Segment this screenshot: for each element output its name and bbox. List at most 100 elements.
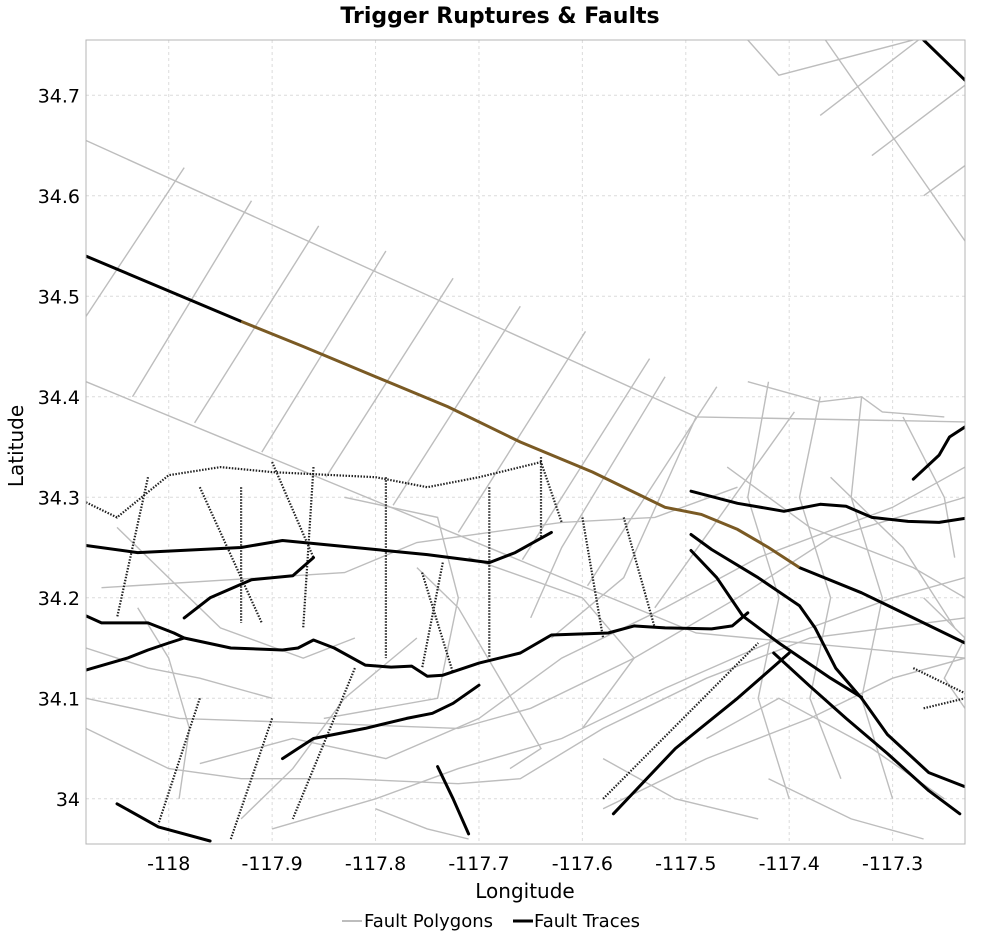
fault-traces-layer [86,40,965,843]
x-tick-label: -117.3 [862,853,923,875]
fault-polygons-layer [86,40,965,840]
fault-trace-line [281,683,481,761]
dotted-trace-line [622,517,656,629]
dotted-traces-layer [86,457,965,840]
y-tick-label: 34.4 [38,387,80,409]
fault-polygon-line [86,381,965,659]
fault-polygon-line [116,526,356,659]
fault-polygon-line [457,331,587,533]
fault-polygon-line [199,466,965,765]
fault-polygon-line [747,381,790,800]
fault-polygon-line [240,637,418,820]
trigger-rupture-layer [240,320,801,569]
dotted-trace-line [115,476,150,619]
fault-polygon-line [137,607,191,799]
x-tick-label: -117.9 [242,853,303,875]
x-tick-label: -117.7 [448,853,509,875]
fault-trace-line [436,765,471,836]
trigger-rupture-line [240,320,801,569]
legend: Fault Polygons Fault Traces [342,911,640,932]
fault-polygon-line [323,496,460,720]
fault-polygon-line [550,416,697,639]
fault-trace-line [86,636,186,672]
fault-polygon-line [824,40,965,242]
y-tick-label: 34.6 [38,186,80,208]
x-tick-label: -117.8 [345,853,406,875]
fault-polygon-line [416,567,542,770]
y-tick-label: 34 [56,789,80,811]
legend-label-fault-polygons: Fault Polygons [364,911,493,932]
y-tick-label: 34.1 [38,688,80,710]
plot-frame [85,39,966,845]
fault-polygon-line [850,396,894,800]
x-tick-label: -117.4 [759,853,820,875]
fault-polygon-line [871,84,965,157]
fault-polygon-line [923,597,965,709]
chart-title: Trigger Ruptures & Faults [340,4,659,29]
fault-polygon-line [726,466,965,599]
dotted-trace-line [302,467,315,628]
dotted-trace-line [421,572,455,674]
y-tick-label: 34.2 [38,588,80,610]
fault-polygon-line [194,225,320,424]
fault-polygon-line [819,40,919,116]
y-axis-ticks: 34 34.1 34.2 34.3 34.4 34.5 34.6 34.7 [38,85,80,811]
fault-polygon-line [86,647,273,699]
fault-polygon-line [747,381,945,418]
fault-polygon-line [131,200,253,398]
x-tick-label: -118 [147,853,190,875]
fault-trace-line [689,489,965,524]
fault-polygon-line [271,577,965,830]
dotted-trace-line [421,562,444,669]
fault-polygon-line [798,396,842,779]
fault-polygon-line [392,305,521,506]
fault-trace-line [86,254,243,323]
fault-trace-line [182,556,315,620]
fault-trace-line [798,566,965,645]
fault-polygon-line [530,376,666,619]
fault-polygon-line [325,277,454,478]
fault-trace-line [772,651,962,816]
y-tick-label: 34.7 [38,85,80,107]
fault-trace-line [911,425,965,481]
fault-trace-line [689,549,864,699]
dotted-trace-line [291,667,356,820]
fault-polygon-line [521,358,651,560]
fault-trace-line [922,40,965,82]
fault-polygon-line [902,416,956,558]
x-tick-label: -117.6 [552,853,613,875]
fault-polygon-line [86,167,185,317]
y-tick-label: 34.3 [38,487,80,509]
x-tick-label: -117.5 [655,853,716,875]
dotted-trace-line [923,697,965,710]
fault-polygon-line [654,411,795,609]
x-axis-label: Longitude [475,879,574,903]
legend-label-fault-traces: Fault Traces [534,911,640,932]
fault-polygon-line [706,697,945,800]
dotted-trace-line [157,697,201,825]
dotted-trace-line [86,460,563,523]
grid [86,40,965,844]
y-tick-label: 34.5 [38,286,80,308]
fault-polygon-line [768,778,924,840]
dotted-trace-line [229,718,274,840]
y-axis-label: Latitude [4,405,28,487]
dotted-trace-line [198,486,263,624]
fault-polygon-line [747,40,914,76]
fault-trace-line [86,530,553,565]
fault-polygon-line [602,657,965,810]
fault-polygon-line [923,165,965,197]
fault-polygon-line [602,757,759,820]
x-axis-ticks: -118 -117.9 -117.8 -117.7 -117.6 -117.5 -117.4… [147,853,923,875]
fault-trace-line [115,802,212,843]
dotted-trace-line [602,642,759,800]
fault-polygon-line [830,476,956,629]
fault-polygon-line [86,617,965,785]
fault-polygon-line [86,139,965,423]
fault-polygon-line [375,808,469,840]
fault-polygon-line [261,250,387,453]
fault-polygon-line [86,496,965,730]
fault-trace-line [611,651,791,816]
fault-polygon-line [468,556,635,729]
